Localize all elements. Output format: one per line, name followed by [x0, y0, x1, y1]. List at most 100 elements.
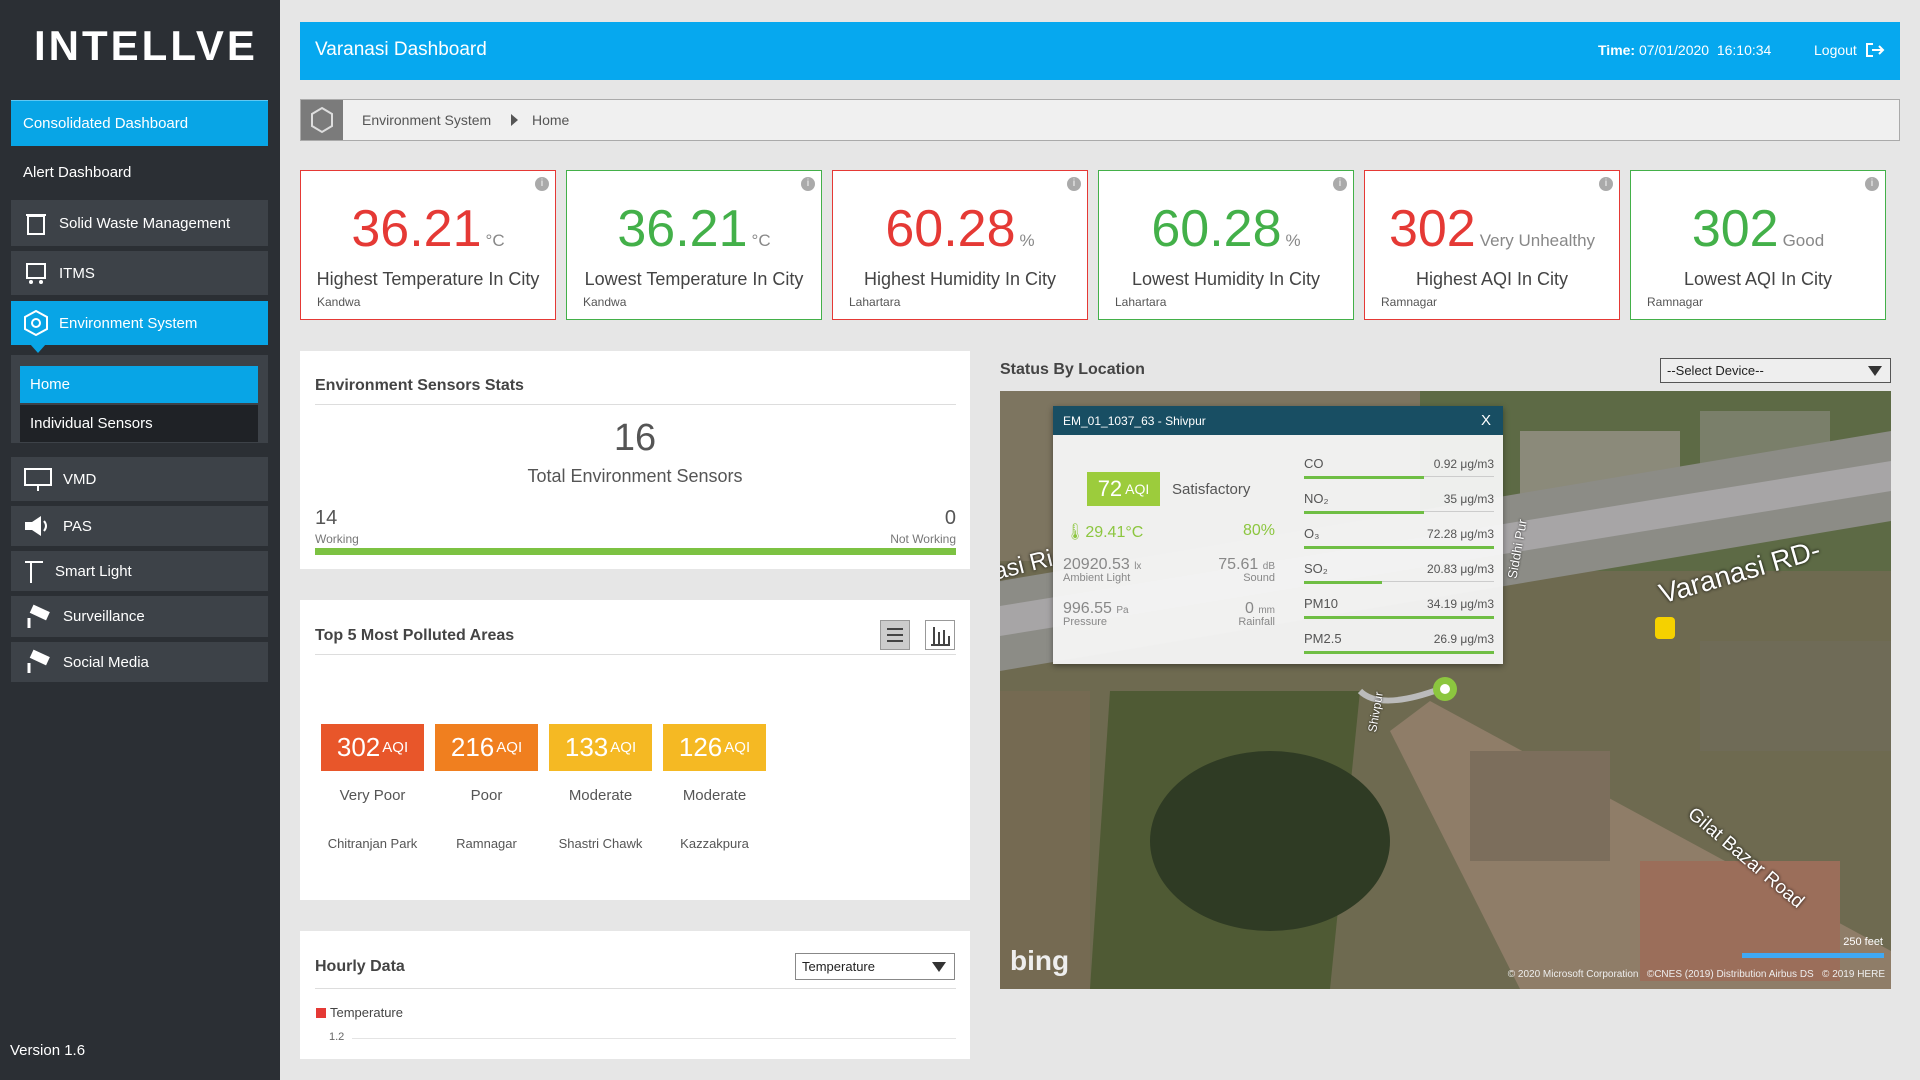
gas-row: PM10 34.19 μg/m3 [1304, 596, 1494, 619]
info-icon: i [1333, 177, 1347, 191]
gas-name: PM2.5 [1304, 631, 1342, 646]
gas-name: NO₂ [1304, 491, 1329, 506]
kpi-label: Lowest Temperature In City [584, 269, 804, 289]
nav-item[interactable]: Social Media [11, 642, 268, 682]
polluted-panel: Top 5 Most Polluted Areas 302 AQI Very Poo… [300, 600, 970, 900]
breadcrumb-icon [301, 100, 343, 140]
logout[interactable]: Logout [1814, 42, 1885, 58]
sound: 75.61 dB Sound [1218, 556, 1275, 584]
kpi-location: Lahartara [849, 295, 901, 309]
sub-item[interactable]: Home [20, 366, 258, 403]
kpi-card: i 36.21 °C Highest Temperature In City Kandw… [300, 170, 556, 320]
crumb-sep [511, 114, 518, 126]
working-bar [315, 548, 956, 555]
sidebar: INTELLVE Consolidated Dashboard Alert Da… [0, 0, 280, 1080]
gas-value: 26.9 μg/m3 [1433, 632, 1494, 646]
aqi-box: 302 AQI [321, 724, 424, 771]
hourly-panel: Hourly Data Temperature Temperature 1.2 [300, 931, 970, 1059]
divider [315, 988, 956, 989]
area-name: Shastri Chawk [558, 836, 643, 851]
grid-line [352, 1038, 956, 1039]
icon [24, 468, 52, 491]
area: 302 AQI Very Poor Chitranjan Park [321, 724, 424, 851]
nav-label: Environment System [59, 314, 198, 332]
kpi-location: Kandwa [317, 295, 361, 309]
brand-logo: INTELLVE [34, 22, 258, 69]
gas-row: O₃ 72.28 μg/m3 [1304, 526, 1494, 549]
metric-value: 20920.53 [1063, 556, 1130, 573]
nav-item[interactable]: Solid Waste Management [11, 200, 268, 246]
nav-item[interactable]: ITMS [11, 251, 268, 295]
aqi-value: 302 [336, 732, 381, 762]
metric-label: Rainfall [1238, 616, 1275, 628]
map[interactable]: Varanasi RD- Gilat Bazar Road Shivpur Si… [1000, 391, 1891, 989]
gas-bar [1304, 511, 1424, 514]
nav-label: Social Media [63, 653, 149, 671]
aqi-status: Very Poor [339, 787, 406, 804]
popup-close[interactable]: X [1480, 412, 1491, 429]
gas-track [1304, 581, 1494, 582]
nav-item[interactable]: Alert Dashboard [23, 163, 132, 181]
total-sensors: 16 [613, 417, 657, 459]
select-value: Temperature [802, 959, 875, 974]
icon [24, 310, 48, 336]
aqi-badge: 72 AQI [1087, 472, 1160, 506]
nav-item[interactable]: PAS [11, 506, 268, 546]
nav-item[interactable]: VMD [11, 457, 268, 501]
nav-item[interactable]: Consolidated Dashboard [11, 100, 268, 146]
humidity-value: 80% [1242, 522, 1275, 539]
breadcrumb: Environment System Home [300, 99, 1900, 141]
gas-row: PM2.5 26.9 μg/m3 [1304, 631, 1494, 654]
sensor-popup: EM_01_1037_63 - Shivpur X 72 AQI Satisfact… [1053, 406, 1503, 664]
temperature: 🌡29.41°C [1065, 524, 1144, 541]
area: 133 AQI Moderate Shastri Chawk [549, 724, 652, 851]
nav-item[interactable]: Smart Light [11, 551, 268, 591]
view-toggles[interactable] [880, 620, 956, 650]
kpi-value: 36.21 °C [567, 199, 821, 259]
icon [26, 263, 46, 284]
nav-item[interactable]: Surveillance [11, 596, 268, 637]
total-label: Total Environment Sensors [527, 466, 743, 486]
popup-header: EM_01_1037_63 - Shivpur X [1053, 406, 1503, 435]
kpi-card: i 36.21 °C Lowest Temperature In City Kandwa [566, 170, 822, 320]
sub-item[interactable]: Individual Sensors [20, 405, 258, 442]
aqi-status: Moderate [682, 787, 747, 804]
aqi-status: Moderate [568, 787, 633, 804]
metric-unit: mm [1258, 605, 1275, 616]
unit: % [1019, 231, 1035, 250]
info-icon: i [801, 177, 815, 191]
unit: °C [485, 231, 505, 250]
gas-value: 0.92 μg/m3 [1433, 457, 1494, 471]
map-logo: bing [1010, 945, 1070, 976]
panel-title: Hourly Data [315, 958, 405, 975]
crumb[interactable]: Environment System [362, 112, 492, 128]
unit: Good [1782, 231, 1825, 250]
metric-value: 0 [1244, 600, 1254, 617]
kpi-label: Highest Temperature In City [316, 269, 540, 289]
legend-label: Temperature [330, 1005, 403, 1020]
map-title: Status By Location [1000, 361, 1145, 378]
value: 36.21 [351, 200, 482, 258]
gas-bar [1304, 651, 1494, 654]
kpi-value: 302 Very Unhealthy [1365, 199, 1619, 259]
nav-item[interactable]: Environment System [11, 301, 268, 345]
metric-value: 75.61 [1218, 556, 1259, 573]
value: 60.28 [885, 200, 1016, 258]
ambient: 20920.53 lx Ambient Light [1063, 556, 1141, 584]
y-tick-label: 1.2 [329, 1031, 345, 1043]
aqi-unit: AQI [1125, 481, 1150, 497]
aqi-status: Poor [470, 787, 503, 804]
kpi-card: i 60.28% Highest Humidity In City Lahartara [832, 170, 1088, 320]
aqi-value: 72 [1097, 476, 1123, 501]
unit: % [1285, 231, 1301, 250]
kpi-location: Kandwa [583, 295, 627, 309]
value: 60.28 [1151, 200, 1282, 258]
device-select[interactable]: --Select Device-- [1660, 358, 1891, 383]
map-attribution: © 2020 Microsoft Corporation ©CNES (2019… [1507, 969, 1885, 980]
aqi-value: 216 [450, 732, 495, 762]
unit: Very Unhealthy [1479, 231, 1596, 250]
aqi-status: Satisfactory [1172, 481, 1251, 498]
metric-select[interactable]: Temperature [795, 953, 955, 980]
header-bar: Varanasi Dashboard Time: 07/01/2020 16:1… [300, 22, 1900, 80]
